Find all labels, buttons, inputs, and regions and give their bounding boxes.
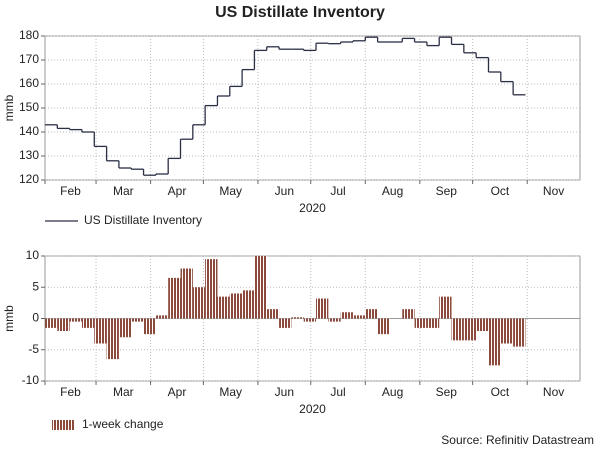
y-tick-label: 0 [32, 311, 39, 325]
y-axis-title: mmb [2, 305, 16, 332]
x-tick-label: Apr [168, 184, 187, 198]
x-tick-label: Oct [491, 385, 510, 399]
x-tick-label: Aug [382, 184, 403, 198]
x-axis-title: 2020 [299, 201, 326, 215]
y-tick-label: 140 [19, 124, 39, 138]
x-tick-label: Mar [113, 385, 134, 399]
x-tick-label: Nov [543, 385, 564, 399]
bar [476, 318, 489, 331]
bar [439, 296, 452, 319]
bar [106, 318, 119, 360]
x-tick-label: Mar [113, 184, 134, 198]
bar [94, 318, 107, 344]
source-note: Source: Refinitiv Datastream [441, 433, 594, 447]
x-tick-label: May [219, 385, 242, 399]
bar [414, 318, 427, 328]
bar [143, 318, 156, 335]
bar [279, 318, 292, 328]
bar [229, 293, 243, 319]
bar [377, 318, 390, 335]
bar [168, 277, 181, 319]
y-tick-label: 120 [19, 172, 39, 186]
bar [205, 259, 218, 319]
x-tick-label: Sep [436, 385, 458, 399]
bar [45, 318, 58, 328]
y-tick-label: -5 [28, 342, 39, 356]
bar [242, 290, 255, 319]
y-tick-label: 160 [19, 76, 39, 90]
x-tick-label: Aug [382, 385, 403, 399]
y-tick-label: 5 [32, 279, 39, 293]
x-tick-label: Nov [543, 184, 564, 198]
x-tick-label: Jul [330, 184, 345, 198]
x-tick-label: Oct [491, 184, 510, 198]
x-tick-label: Jun [275, 184, 294, 198]
bar [451, 318, 464, 341]
y-tick-label: 150 [19, 100, 39, 114]
x-tick-label: Sep [436, 184, 458, 198]
x-tick-label: May [219, 184, 242, 198]
bar [192, 287, 206, 319]
bar [328, 318, 341, 322]
legend-label: 1-week change [82, 417, 164, 431]
bar [463, 318, 477, 341]
chart-title: US Distillate Inventory [215, 4, 385, 21]
bar [69, 318, 82, 322]
bar [217, 296, 230, 319]
y-axis-title: mmb [2, 94, 16, 121]
y-tick-label: 10 [26, 248, 40, 262]
bar [402, 309, 415, 319]
legend-label: US Distillate Inventory [84, 213, 202, 227]
x-tick-label: Feb [60, 385, 81, 399]
bar [303, 318, 317, 322]
bar [155, 315, 169, 319]
bar [291, 317, 304, 319]
bar [500, 318, 514, 344]
bar [131, 318, 144, 322]
bar [254, 256, 267, 319]
bar [118, 318, 132, 338]
bar [513, 318, 526, 347]
bar [365, 309, 378, 319]
bar [488, 318, 501, 366]
bar [426, 318, 440, 328]
y-tick-label: 180 [19, 28, 39, 42]
bar [316, 298, 329, 319]
legend-symbol [52, 420, 75, 430]
x-tick-label: Feb [60, 184, 81, 198]
y-tick-label: 170 [19, 52, 39, 66]
y-tick-label: 130 [19, 148, 39, 162]
bar [266, 309, 280, 319]
bar [81, 318, 95, 328]
x-tick-label: Jun [275, 385, 294, 399]
bar [352, 315, 366, 319]
bar [57, 318, 70, 331]
x-axis-title: 2020 [299, 402, 326, 416]
x-tick-label: Jul [330, 385, 345, 399]
x-tick-label: Apr [168, 385, 187, 399]
y-tick-label: -10 [22, 373, 40, 387]
bar [180, 268, 193, 319]
bar [340, 312, 353, 319]
